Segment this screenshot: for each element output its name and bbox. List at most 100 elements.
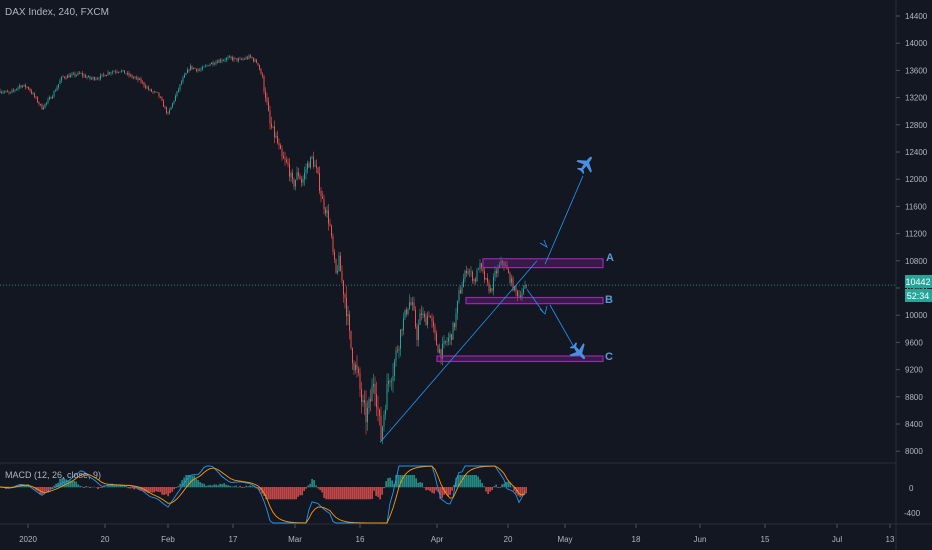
macd-histogram-bar xyxy=(287,487,289,500)
candle-body xyxy=(131,74,133,78)
candle-body xyxy=(523,288,524,294)
candle-body xyxy=(19,85,20,88)
candle-body xyxy=(349,314,350,331)
candle-body xyxy=(476,269,478,282)
airplane-down-icon[interactable] xyxy=(566,339,592,365)
candle-body xyxy=(125,73,127,75)
price-series[interactable] xyxy=(0,54,527,445)
macd-histogram-bar xyxy=(511,486,513,488)
macd-histogram-bar xyxy=(65,479,67,488)
macd-histogram-bar xyxy=(157,487,159,492)
candle-body xyxy=(341,271,343,281)
macd-histogram-bar xyxy=(141,487,143,491)
macd-histogram-bar xyxy=(121,485,123,488)
time-tick-label: Jun xyxy=(694,535,707,544)
macd-histogram-bar xyxy=(435,487,437,491)
macd-histogram-bar xyxy=(211,485,213,488)
time-axis[interactable]: 2020 20 Feb 17 Mar 16 Apr 20 May 18 Jun 15 Jul 13 xyxy=(19,524,895,544)
candle-body xyxy=(431,317,433,322)
macd-histogram-bar xyxy=(347,487,349,500)
candle-body xyxy=(20,85,22,88)
macd-histogram-bar xyxy=(381,487,383,495)
macd-histogram-bar xyxy=(387,478,389,488)
candle-body xyxy=(496,270,497,274)
zone-label-c: C xyxy=(605,351,613,363)
airplane-up-icon[interactable] xyxy=(573,151,599,177)
candle-body xyxy=(166,107,167,113)
candle-body xyxy=(491,288,493,291)
macd-histogram-bar xyxy=(507,481,509,488)
macd-histogram-bar xyxy=(207,485,209,488)
macd-histogram-bar xyxy=(281,487,283,500)
candle-body xyxy=(302,179,304,183)
macd-histogram-bar xyxy=(181,480,183,488)
zone-c-rectangle[interactable] xyxy=(436,355,604,363)
candle-body xyxy=(224,60,226,61)
candle-body xyxy=(178,89,179,92)
candle-body xyxy=(82,73,83,76)
candle-body xyxy=(0,90,1,93)
macd-histogram-bar xyxy=(401,475,403,488)
macd-histogram-bar xyxy=(385,481,387,488)
candle-body xyxy=(170,106,172,110)
macd-histogram-bar xyxy=(357,487,359,500)
macd-histogram-bar xyxy=(439,487,441,499)
drawings-layer[interactable] xyxy=(379,151,604,443)
macd-histogram-bar xyxy=(353,487,355,500)
candle-body xyxy=(95,78,97,80)
price-axis[interactable]: 14400 14000 13600 13200 12800 12400 12000 11600… xyxy=(896,12,928,456)
macd-histogram-bar xyxy=(57,482,59,488)
trendline-support[interactable] xyxy=(379,260,538,443)
candle-body xyxy=(197,69,199,71)
candle-body xyxy=(209,64,211,67)
macd-histogram-bar xyxy=(73,480,75,488)
candle-body xyxy=(34,93,35,97)
path-to-target-c[interactable] xyxy=(549,304,578,353)
candle-body xyxy=(176,91,178,96)
candle-body xyxy=(202,67,203,70)
candle-body xyxy=(262,74,263,77)
candle-body xyxy=(499,265,500,268)
candle-body xyxy=(481,263,482,268)
candle-body xyxy=(268,101,269,111)
candle-body xyxy=(397,350,398,351)
path-retest-b[interactable] xyxy=(526,289,544,313)
macd-histogram-bar xyxy=(459,475,461,488)
zone-a-rectangle[interactable] xyxy=(482,258,604,269)
macd-histogram-bar xyxy=(191,475,193,488)
candle-body xyxy=(403,318,404,331)
macd-histogram-bar xyxy=(349,487,351,500)
zone-b-rectangle[interactable] xyxy=(465,296,604,305)
macd-histogram-bar xyxy=(293,487,295,500)
macd-histogram-bar xyxy=(265,487,267,500)
candle-body xyxy=(28,87,29,89)
candle-body xyxy=(482,267,484,272)
airplane-shape xyxy=(576,156,592,174)
macd-histogram-bar xyxy=(323,487,325,498)
candle-body xyxy=(379,409,380,416)
candle-body xyxy=(401,329,403,331)
candle-body xyxy=(112,71,113,73)
candle-body xyxy=(41,104,43,110)
macd-pane[interactable] xyxy=(0,465,527,524)
path-to-target-up[interactable] xyxy=(544,175,584,265)
macd-histogram-bar xyxy=(335,487,337,500)
candle-body xyxy=(442,343,443,359)
candle-body xyxy=(217,61,218,63)
countdown-badge xyxy=(905,289,932,302)
price-tick-label: 13600 xyxy=(905,66,928,75)
candle-body xyxy=(374,383,376,395)
candle-body xyxy=(395,350,397,361)
macd-histogram-bar xyxy=(263,487,265,496)
macd-histogram-bar xyxy=(397,475,399,488)
macd-histogram-bar xyxy=(245,485,247,488)
candle-body xyxy=(218,60,220,63)
candle-body xyxy=(103,74,104,76)
candle-body xyxy=(517,291,518,297)
candle-body xyxy=(188,69,190,71)
candle-body xyxy=(55,90,56,92)
candle-body xyxy=(343,280,344,295)
candle-body xyxy=(394,360,395,376)
candle-body xyxy=(76,74,77,76)
